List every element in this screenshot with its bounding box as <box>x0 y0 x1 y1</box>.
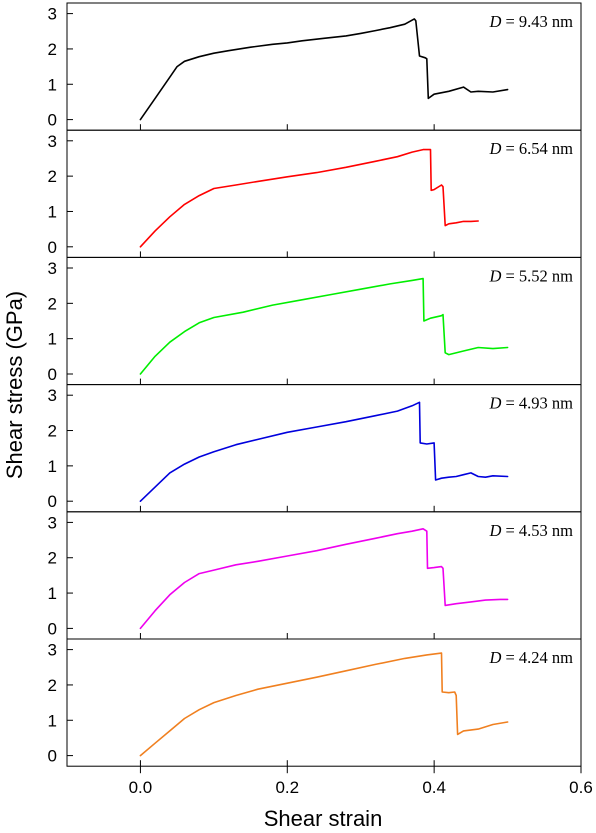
y-tick-label: 2 <box>48 294 57 313</box>
y-tick-label: 3 <box>48 386 57 405</box>
x-axis: 0.0 0.2 0.4 0.6 <box>129 766 593 797</box>
y-tick-label: 1 <box>48 711 57 730</box>
y-tick-label: 2 <box>48 40 57 59</box>
y-tick-label: 2 <box>48 549 57 568</box>
x-tick-label: 0.2 <box>275 778 299 797</box>
series-line-3 <box>139 277 509 375</box>
y-tick-label: 3 <box>48 132 57 151</box>
annotation-value: = 4.53 nm <box>501 521 573 540</box>
y-tick-label: 3 <box>48 641 57 660</box>
y-tick-label: 3 <box>48 5 57 24</box>
y-tick-label: 0 <box>48 492 57 511</box>
y-tick-label: 2 <box>48 676 57 695</box>
panel-3: 0 1 2 3 D = 5.52 nm <box>48 256 582 386</box>
y-tick-label: 1 <box>48 330 57 349</box>
panel-1: 0 1 2 3 D = 9.43 nm <box>48 2 582 131</box>
series-line-5 <box>139 527 509 630</box>
y-tick-label: 2 <box>48 167 57 186</box>
panel-2: 0 1 2 3 D = 6.54 nm <box>48 129 582 258</box>
diameter-annotation: D = 6.54 nm <box>488 139 573 158</box>
y-tick-label: 2 <box>48 422 57 441</box>
x-axis-title: Shear strain <box>264 806 383 831</box>
annotation-variable: D <box>488 521 501 540</box>
y-tick-label: 1 <box>48 75 57 94</box>
annotation-variable: D <box>488 394 501 413</box>
annotation-value: = 4.24 nm <box>501 648 573 667</box>
annotation-value: = 5.52 nm <box>501 266 573 285</box>
y-tick-label: 0 <box>48 747 57 766</box>
annotation-value: = 6.54 nm <box>501 139 573 158</box>
annotation-variable: D <box>488 139 501 158</box>
x-tick-label: 0.4 <box>422 778 446 797</box>
y-tick-label: 0 <box>48 365 57 384</box>
diameter-annotation: D = 9.43 nm <box>488 12 573 31</box>
annotation-value: = 9.43 nm <box>501 12 573 31</box>
series-line-4 <box>139 401 509 503</box>
x-tick-label: 0.0 <box>129 778 153 797</box>
y-tick-label: 0 <box>48 111 57 130</box>
panel-frame <box>66 638 582 767</box>
diameter-annotation: D = 5.52 nm <box>488 266 573 285</box>
y-tick-label: 3 <box>48 513 57 532</box>
y-tick-label: 0 <box>48 238 57 257</box>
y-tick-label: 1 <box>48 457 57 476</box>
diameter-annotation: D = 4.53 nm <box>488 521 573 540</box>
x-tick-label: 0.6 <box>569 778 593 797</box>
panels-group: 0 1 2 3 D = 9.43 nm 0 1 2 3 D = 6.54 nm 0 1 2 3 D = 5.… <box>48 2 582 767</box>
annotation-variable: D <box>488 648 501 667</box>
annotation-value: = 4.93 nm <box>501 394 573 413</box>
series-line-6 <box>139 652 509 757</box>
panel-5: 0 1 2 3 D = 4.53 nm <box>48 511 582 640</box>
diameter-annotation: D = 4.24 nm <box>488 648 573 667</box>
panel-6: 0 1 2 3 D = 4.24 nm <box>48 638 582 767</box>
y-axis-title: Shear stress (GPa) <box>2 291 27 479</box>
panel-4: 0 1 2 3 D = 4.93 nm <box>48 384 582 513</box>
diameter-annotation: D = 4.93 nm <box>488 394 573 413</box>
annotation-variable: D <box>488 12 501 31</box>
y-tick-label: 0 <box>48 619 57 638</box>
series-line-2 <box>139 148 480 248</box>
y-tick-label: 1 <box>48 584 57 603</box>
annotation-variable: D <box>488 266 501 285</box>
y-tick-label: 1 <box>48 202 57 221</box>
y-tick-label: 3 <box>48 259 57 278</box>
series-line-1 <box>139 18 509 121</box>
